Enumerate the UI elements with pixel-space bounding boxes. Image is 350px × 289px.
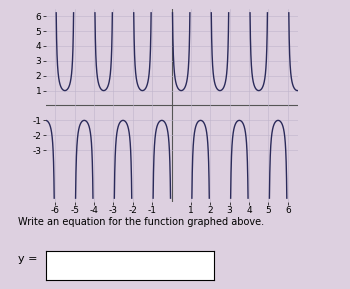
Text: y =: y = bbox=[18, 254, 37, 264]
Text: Write an equation for the function graphed above.: Write an equation for the function graph… bbox=[18, 217, 264, 227]
